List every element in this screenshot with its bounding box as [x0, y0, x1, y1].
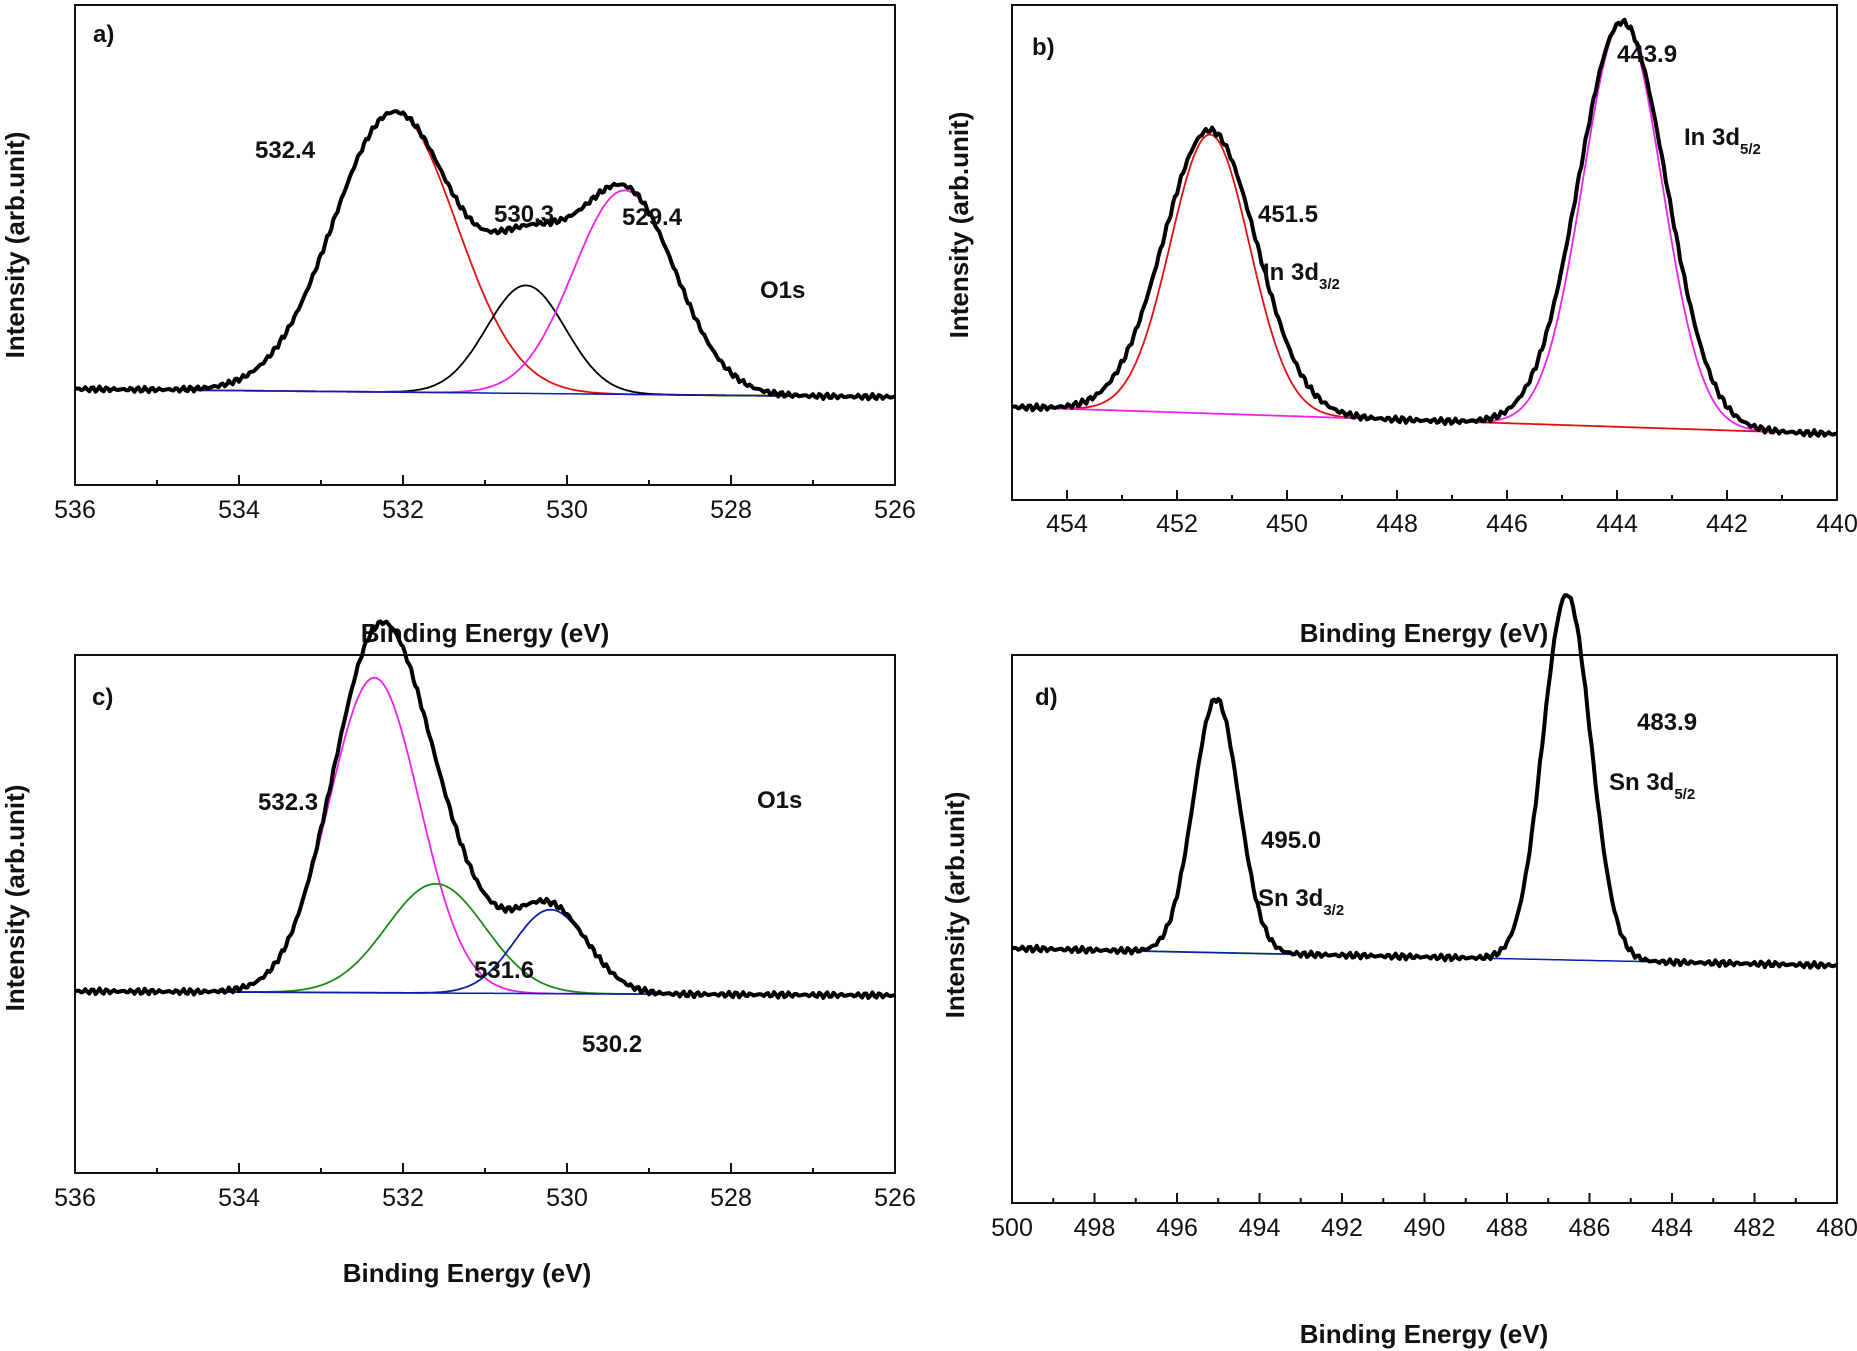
- y-axis-label-a: Intensity (arb.unit): [0, 132, 30, 359]
- peak-label-529-4: 529.4: [622, 204, 683, 231]
- orbital-label-in-3d52-main: In 3d: [1684, 124, 1740, 151]
- plot-frame-c: [74, 654, 896, 1174]
- panel-label-c: c): [92, 684, 113, 711]
- y-axis-label-b: Intensity (arb.unit): [944, 112, 974, 339]
- x-tick-label-5: 526: [874, 496, 916, 524]
- orbital-label-in-3d32-sub: 3/2: [1319, 276, 1340, 293]
- x-tick-label-2: 496: [1156, 1214, 1198, 1242]
- peak-label-451-5: 451.5: [1258, 201, 1318, 228]
- orbital-label-sn-3d52-main: Sn 3d: [1609, 769, 1674, 796]
- envelope-curve-0: [75, 110, 895, 398]
- component-curve-1: [75, 676, 895, 997]
- x-tick-label-3: 494: [1239, 1214, 1281, 1242]
- component-curve-1: [1012, 593, 1837, 967]
- x-tick-label-9: 482: [1734, 1214, 1776, 1242]
- x-tick-label-7: 440: [1816, 510, 1857, 538]
- y-axis-label-c: Intensity (arb.unit): [0, 785, 30, 1012]
- plot-frame-b: [1011, 4, 1838, 501]
- x-tick-label-8: 484: [1651, 1214, 1693, 1242]
- x-ticks-c: 536 534 532 530 528 526: [54, 1163, 916, 1212]
- x-tick-label-0: 536: [54, 1184, 96, 1212]
- x-tick-label-5: 490: [1404, 1214, 1446, 1242]
- orbital-label-sn-3d52-sub: 5/2: [1674, 786, 1695, 803]
- x-tick-label-1: 452: [1156, 510, 1198, 538]
- plot-frame-d: [1011, 654, 1838, 1204]
- peak-label-495-0: 495.0: [1261, 827, 1321, 854]
- orbital-label-in-3d32-main: In 3d: [1263, 259, 1319, 286]
- peak-label-530-3: 530.3: [494, 201, 554, 228]
- x-tick-label-10: 480: [1816, 1214, 1857, 1242]
- panel-d: 500 498 496 494 492 490 488 486 484 482 480 d) 495…: [940, 593, 1857, 1349]
- panel-b: 454 452 450 448 446 444 442 440 b) 451.5 In 3d3…: [944, 4, 1857, 648]
- orbital-label-in-3d32: In 3d3/2: [1263, 259, 1340, 293]
- envelope-curve-0: [1012, 593, 1837, 967]
- x-tick-label-6: 442: [1706, 510, 1748, 538]
- x-tick-label-4: 492: [1321, 1214, 1363, 1242]
- orbital-label-sn-3d52: Sn 3d5/2: [1609, 769, 1695, 803]
- measured-curve-2: [1011, 17, 1838, 438]
- y-axis-label-d: Intensity (arb.unit): [940, 792, 970, 1019]
- x-tick-label-4: 528: [710, 496, 752, 524]
- baseline-curve-4: [75, 388, 895, 398]
- x-tick-label-0: 500: [991, 1214, 1033, 1242]
- x-tick-label-6: 488: [1486, 1214, 1528, 1242]
- x-tick-label-3: 448: [1376, 510, 1418, 538]
- x-tick-label-3: 530: [546, 1184, 588, 1212]
- component-curve-1: [75, 111, 895, 398]
- curves-b: [1011, 17, 1838, 438]
- orbital-label-sn-3d32-sub: 3/2: [1323, 902, 1344, 919]
- x-tick-label-5: 526: [874, 1184, 916, 1212]
- curves-a: [74, 109, 896, 402]
- orbital-label-sn-3d32: Sn 3d3/2: [1258, 885, 1344, 919]
- x-tick-label-5: 444: [1596, 510, 1638, 538]
- x-tick-label-0: 454: [1046, 510, 1088, 538]
- peak-label-530-2: 530.2: [582, 1031, 642, 1058]
- x-ticks-d: 500 498 496 494 492 490 488 486 484 482 480: [991, 1193, 1857, 1242]
- x-ticks-a: 536 534 532 530 528 526: [54, 475, 916, 524]
- x-tick-label-1: 534: [218, 1184, 260, 1212]
- peak-label-483-9: 483.9: [1637, 709, 1697, 736]
- x-tick-label-0: 536: [54, 496, 96, 524]
- x-tick-label-4: 528: [710, 1184, 752, 1212]
- peak-label-532-3: 532.3: [258, 789, 318, 816]
- x-tick-label-1: 534: [218, 496, 260, 524]
- x-tick-label-1: 498: [1074, 1214, 1116, 1242]
- measured-curve-5: [74, 109, 896, 402]
- panel-label-a: a): [93, 21, 114, 48]
- panel-label-d: d): [1035, 684, 1058, 711]
- x-axis-label-d: Binding Energy (eV): [1300, 1319, 1548, 1349]
- orbital-label-in-3d52: In 3d5/2: [1684, 124, 1761, 158]
- curves-d: [1011, 593, 1838, 970]
- x-ticks-b: 454 452 450 448 446 444 442 440: [1046, 490, 1857, 538]
- measured-curve-5: [74, 619, 896, 1000]
- panel-label-b: b): [1032, 34, 1055, 61]
- component-curve-0: [1011, 133, 1838, 435]
- orbital-label-in-3d52-sub: 5/2: [1740, 141, 1761, 158]
- peak-label-532-4: 532.4: [255, 137, 316, 164]
- x-tick-label-2: 450: [1266, 510, 1308, 538]
- component-curve-1: [1011, 21, 1838, 435]
- x-axis-label-b: Binding Energy (eV): [1300, 618, 1548, 648]
- o1s-label-a: O1s: [760, 277, 805, 304]
- x-axis-label-c: Binding Energy (eV): [343, 1258, 591, 1288]
- x-tick-label-4: 446: [1486, 510, 1528, 538]
- x-tick-label-2: 532: [382, 496, 424, 524]
- x-tick-label-7: 486: [1569, 1214, 1611, 1242]
- o1s-label-c: O1s: [757, 787, 802, 814]
- measured-curve-3: [1011, 593, 1838, 970]
- orbital-label-sn-3d32-main: Sn 3d: [1258, 885, 1323, 912]
- plot-frame-a: [74, 4, 896, 486]
- curves-c: [74, 619, 896, 1000]
- peak-label-531-6: 531.6: [474, 957, 534, 984]
- x-tick-label-3: 530: [546, 496, 588, 524]
- x-tick-label-2: 532: [382, 1184, 424, 1212]
- peak-label-443-9: 443.9: [1617, 41, 1677, 68]
- panel-c: 536 534 532 530 528 526 c) 532.3 531.6 530.2 …: [0, 619, 916, 1288]
- panel-a: 536 534 532 530 528 526 a) 532.4 530.3 529.4 …: [0, 4, 916, 648]
